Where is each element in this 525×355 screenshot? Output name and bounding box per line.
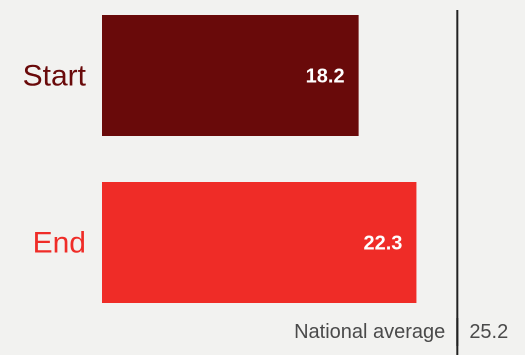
category-label-start: Start <box>23 60 87 93</box>
category-label-end: End <box>33 227 86 260</box>
bar-start <box>102 15 359 136</box>
category-labels-group: Start End <box>23 60 87 260</box>
value-labels-group: 18.2 22.3 <box>306 66 403 255</box>
value-label-start: 18.2 <box>306 66 345 88</box>
national-average-label: National average <box>294 321 445 343</box>
national-average-value: 25.2 <box>469 321 508 343</box>
bar-end <box>102 182 417 303</box>
bars-group <box>102 15 417 303</box>
value-label-end: 22.3 <box>363 233 402 255</box>
